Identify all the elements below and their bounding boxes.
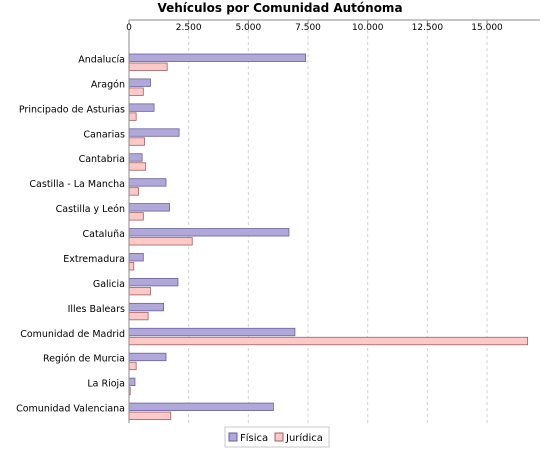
x-tick-label: 0 [126, 23, 132, 33]
bar-juridica [128, 187, 139, 196]
bar-fisica [128, 402, 274, 411]
bar-juridica [128, 87, 144, 96]
bar-fisica [128, 327, 296, 337]
bar-fisica [128, 78, 151, 87]
x-tick-label: 5.000 [235, 23, 261, 33]
bar-juridica [128, 311, 149, 321]
category-label: La Rioja [87, 379, 125, 390]
category-label: Andalucía [78, 55, 125, 66]
legend-swatch-fisica [228, 432, 238, 442]
category-label: Castilla - La Mancha [29, 179, 125, 190]
legend-label-juridica: Jurídica [285, 432, 323, 444]
chart-title: Vehículos por Comunidad Autónoma [157, 1, 402, 15]
legend: Física Jurídica [224, 426, 330, 448]
x-axis: 0 2.500 5.000 7.500 10.000 12.500 15.000 [126, 19, 540, 33]
bar-juridica [128, 137, 145, 146]
category-label: Galicia [93, 279, 125, 290]
x-tick-label: 7.500 [295, 23, 321, 33]
bar-fisica [128, 277, 179, 287]
bar-juridica [128, 262, 135, 271]
bar-fisica [128, 103, 155, 112]
bar-juridica [128, 336, 529, 346]
bar-fisica [128, 203, 170, 212]
category-label: Comunidad de Madrid [20, 329, 125, 340]
bar-fisica [128, 128, 180, 137]
grid [188, 30, 488, 423]
legend-swatch-juridica [274, 432, 284, 442]
x-tick-label: 10.000 [352, 23, 384, 33]
category-label: Illes Balears [68, 304, 125, 315]
x-tick-label: 15.000 [471, 23, 503, 33]
category-label: Comunidad Valenciana [16, 404, 125, 415]
bar-fisica [128, 253, 144, 262]
category-label: Cantabria [79, 154, 125, 165]
bar-fisica [128, 153, 143, 162]
category-label: Castilla y León [56, 204, 125, 215]
bar-juridica [128, 62, 168, 71]
bar-fisica [128, 178, 167, 187]
bar-juridica [128, 361, 137, 371]
bar-juridica [128, 411, 172, 420]
bar-fisica [128, 352, 167, 362]
category-label: Principado de Asturias [19, 104, 125, 115]
category-label: Aragón [91, 79, 125, 90]
y-axis: Andalucía Aragón Principado de Asturias Can… [16, 55, 125, 415]
bar-fisica [128, 302, 165, 312]
bar-juridica [128, 162, 147, 171]
category-label: Región de Murcia [43, 354, 125, 365]
x-tick-label: 2.500 [176, 23, 202, 33]
bar-fisica [128, 53, 307, 62]
bar-juridica [128, 286, 151, 296]
legend-label-fisica: Física [240, 432, 268, 444]
category-label: Extremadura [63, 254, 125, 265]
bar-juridica [128, 212, 144, 221]
bar-fisica [128, 377, 136, 387]
category-label: Canarias [83, 129, 125, 140]
bars [128, 53, 529, 420]
category-label: Cataluña [82, 229, 125, 240]
bar-juridica [128, 112, 137, 121]
bar-juridica [128, 237, 193, 246]
x-tick-label: 12.500 [412, 23, 444, 33]
bar-fisica [128, 228, 290, 237]
